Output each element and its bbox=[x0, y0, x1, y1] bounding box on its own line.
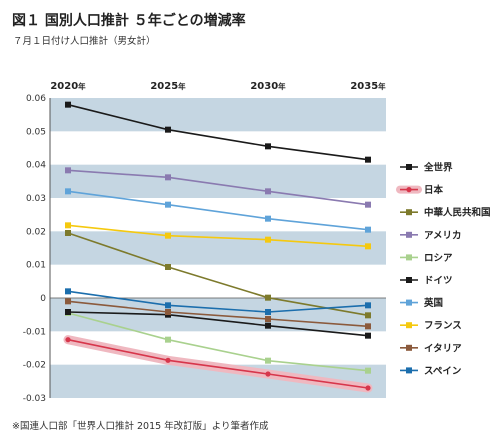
legend-label-3: アメリカ bbox=[424, 230, 462, 241]
x-tick-label: 2035年 bbox=[350, 81, 386, 92]
data-point bbox=[265, 236, 271, 243]
legend-label-5: ドイツ bbox=[424, 276, 453, 287]
legend-label-6: 英国 bbox=[424, 297, 443, 309]
y-tick-label: -0.01 bbox=[23, 327, 46, 337]
legend-label-1: 日本 bbox=[424, 184, 444, 196]
y-tick-label: 0.01 bbox=[26, 261, 46, 271]
grid-band-0 bbox=[50, 98, 386, 132]
grid-band-2 bbox=[50, 231, 386, 265]
series-line-3 bbox=[67, 169, 369, 206]
series-line-4 bbox=[67, 312, 369, 372]
data-point bbox=[65, 298, 71, 305]
data-point bbox=[165, 126, 171, 133]
data-point bbox=[265, 357, 271, 364]
legend-label-7: フランス bbox=[424, 321, 462, 332]
data-point bbox=[165, 201, 171, 208]
grid-band-1 bbox=[50, 164, 386, 198]
legend-marker bbox=[406, 322, 412, 329]
chart-subtitle: ７月１日付け人口推計（男女計） bbox=[13, 36, 156, 47]
data-point bbox=[365, 302, 371, 309]
data-point bbox=[365, 226, 371, 233]
y-tick-label: 0.02 bbox=[26, 227, 46, 237]
y-tick-label: -0.02 bbox=[23, 361, 46, 371]
data-point bbox=[165, 302, 171, 309]
y-tick-label: 0.05 bbox=[26, 127, 46, 137]
legend-marker bbox=[406, 231, 412, 238]
x-tick-label: 2020年 bbox=[50, 81, 86, 92]
series-line-7 bbox=[67, 224, 369, 248]
data-point bbox=[265, 322, 271, 329]
data-point bbox=[265, 188, 271, 195]
data-point bbox=[165, 309, 171, 315]
data-point bbox=[265, 316, 271, 322]
data-point bbox=[165, 232, 171, 239]
data-point bbox=[365, 367, 371, 374]
data-point bbox=[265, 371, 271, 377]
legend-marker bbox=[406, 254, 412, 261]
data-point bbox=[365, 156, 371, 163]
y-tick-label: 0.03 bbox=[26, 194, 46, 204]
series-line-1 bbox=[67, 338, 369, 389]
y-tick-label: 0 bbox=[40, 294, 46, 304]
data-point bbox=[265, 309, 271, 315]
data-point bbox=[165, 357, 171, 363]
data-point bbox=[365, 385, 371, 391]
data-point bbox=[365, 323, 371, 330]
legend-label-0: 全世界 bbox=[423, 162, 453, 174]
x-tick-label: 2030年 bbox=[250, 81, 286, 92]
series-line-5 bbox=[67, 311, 369, 337]
legend-label-2: 中華人民共和国 bbox=[424, 207, 491, 219]
data-point bbox=[265, 294, 271, 301]
legend-marker bbox=[406, 164, 412, 170]
legend-label-9: スペイン bbox=[424, 366, 461, 377]
y-tick-label: 0.04 bbox=[26, 161, 46, 171]
data-point bbox=[265, 143, 271, 150]
data-point bbox=[165, 174, 171, 181]
data-point bbox=[65, 188, 71, 195]
legend-label-8: イタリア bbox=[424, 342, 462, 354]
data-point bbox=[65, 222, 71, 229]
data-point bbox=[65, 309, 71, 315]
y-tick-label: 0.06 bbox=[26, 94, 46, 104]
source-note: ※国連人口部「世界人口推計 2015 年改訂版」より筆者作成 bbox=[12, 421, 269, 432]
data-point bbox=[365, 201, 371, 208]
chart-title: 図１ 国別人口推計 ５年ごとの増減率 bbox=[12, 13, 246, 29]
series-line-8 bbox=[67, 300, 369, 328]
x-tick-label: 2025年 bbox=[150, 81, 186, 92]
data-point bbox=[65, 337, 71, 343]
data-point bbox=[365, 332, 371, 339]
series-line-2 bbox=[67, 232, 369, 317]
data-point bbox=[165, 336, 171, 343]
data-point bbox=[265, 215, 271, 222]
data-point bbox=[65, 288, 71, 295]
legend-marker bbox=[406, 367, 412, 374]
legend-marker bbox=[406, 209, 412, 216]
data-point bbox=[365, 243, 371, 250]
legend-marker bbox=[406, 299, 412, 306]
legend-marker bbox=[406, 344, 412, 351]
series-line-9 bbox=[67, 290, 369, 313]
legend-marker bbox=[406, 277, 412, 283]
grid-band-3 bbox=[50, 298, 386, 332]
data-point bbox=[65, 101, 71, 108]
y-tick-label: -0.03 bbox=[23, 394, 46, 404]
data-point bbox=[365, 312, 371, 319]
series-line-0 bbox=[67, 103, 369, 161]
data-point bbox=[65, 230, 71, 236]
data-point bbox=[65, 167, 71, 174]
data-point bbox=[165, 264, 171, 270]
legend-label-4: ロシア bbox=[424, 253, 453, 264]
legend-marker bbox=[406, 187, 412, 193]
series-line-6 bbox=[67, 190, 369, 231]
